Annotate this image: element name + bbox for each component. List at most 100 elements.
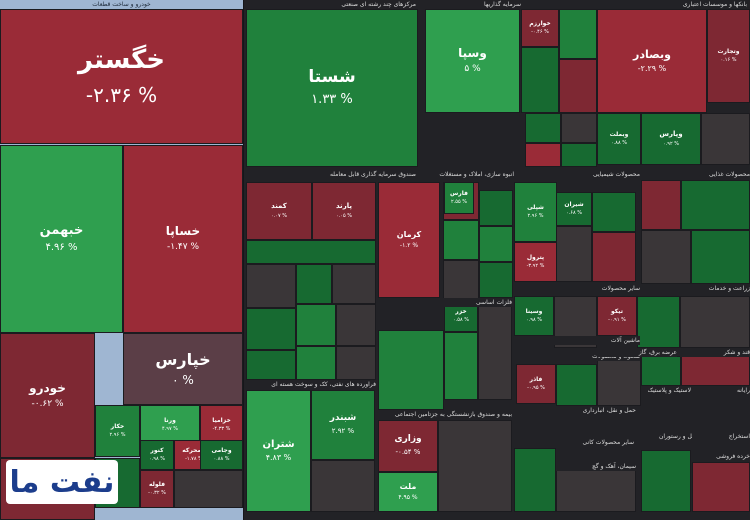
treemap-minor-tile[interactable]	[479, 262, 513, 298]
treemap-tile[interactable]: وسینا ۰.۹۸ %	[514, 296, 554, 336]
treemap-tile[interactable]: وجامی ۰.۸۸ %	[200, 440, 243, 470]
treemap-minor-tile[interactable]	[561, 113, 597, 143]
treemap-minor-tile[interactable]	[246, 308, 296, 350]
sector-label: فلزات اساسی	[378, 298, 512, 307]
treemap-tile[interactable]: پترول -۳.۹۲ %	[514, 242, 557, 282]
treemap-tile[interactable]: خکار ۲.۹۶ %	[95, 405, 140, 457]
treemap-minor-tile[interactable]	[592, 192, 636, 232]
tile-change: ۰.۹۲ %	[663, 140, 679, 147]
treemap-minor-tile[interactable]	[592, 232, 636, 282]
treemap-minor-tile[interactable]	[479, 226, 513, 262]
treemap-minor-tile[interactable]	[174, 470, 243, 508]
treemap-minor-tile[interactable]	[514, 448, 556, 512]
sector-label: هتل و رستوران	[641, 432, 697, 441]
treemap-tile[interactable]: وتجارت ۰.۱۶ %	[707, 9, 750, 103]
tile-change: ۴.۹۷ %	[162, 426, 178, 433]
treemap-tile[interactable]: شپلی ۲.۹۶ %	[514, 182, 557, 242]
treemap-tile[interactable]: پارند ۰.۰۵ %	[312, 182, 376, 240]
treemap-minor-tile[interactable]	[296, 264, 332, 304]
treemap-tile[interactable]: تیکو -۰.۹۱ %	[597, 296, 637, 336]
treemap-minor-tile[interactable]	[681, 180, 750, 230]
treemap-minor-tile[interactable]	[561, 143, 597, 167]
treemap-tile[interactable]: فاذر -۰.۹۵ %	[516, 364, 556, 404]
treemap-minor-tile[interactable]	[556, 470, 636, 512]
treemap-tile[interactable]: شستا ۱.۳۳ %	[246, 9, 418, 167]
treemap-minor-tile[interactable]	[681, 356, 750, 386]
treemap-minor-tile[interactable]	[701, 113, 750, 165]
treemap-tile[interactable]: کمند ۰.۰۷ %	[246, 182, 312, 240]
tile-change: -۰.۳۲ %	[148, 490, 166, 497]
treemap-minor-tile[interactable]	[296, 304, 336, 346]
treemap-minor-tile[interactable]	[525, 113, 561, 143]
treemap-tile[interactable]: خگستر -۲.۳۶ %	[0, 9, 243, 144]
treemap-tile[interactable]: وزاری -۰.۵۴ %	[378, 420, 438, 472]
treemap-tile[interactable]: خپارس ۰ %	[123, 333, 243, 405]
tile-change: -۰.۹۵ %	[527, 385, 545, 392]
treemap-minor-tile[interactable]	[444, 332, 478, 400]
treemap-tile[interactable]: کنور ۰.۹۸ %	[140, 440, 174, 470]
treemap-tile[interactable]: شتران ۴.۸۳ %	[246, 390, 311, 512]
treemap-tile[interactable]: خبهمن ۴.۹۶ %	[0, 145, 123, 333]
tile-change: ۰.۹۸ %	[149, 456, 165, 463]
sector-label: فراورده های نفتی، کک و سوخت هسته ای	[246, 380, 376, 389]
treemap-minor-tile[interactable]	[637, 296, 680, 348]
treemap-minor-tile[interactable]	[336, 346, 376, 380]
treemap-minor-tile[interactable]	[521, 47, 559, 113]
treemap-minor-tile[interactable]	[478, 300, 512, 400]
treemap-minor-tile[interactable]	[378, 330, 444, 410]
treemap-minor-tile[interactable]	[691, 230, 750, 284]
tile-change: ۰.۸۸ %	[213, 456, 230, 463]
treemap-minor-tile[interactable]	[641, 356, 681, 386]
treemap-minor-tile[interactable]	[296, 346, 336, 380]
treemap-tile[interactable]: وپارس ۰.۹۲ %	[641, 113, 701, 165]
tile-change: -۴.۳۳ %	[212, 426, 231, 433]
treemap-minor-tile[interactable]	[556, 364, 597, 406]
treemap-minor-tile[interactable]	[246, 264, 296, 308]
treemap-minor-tile[interactable]	[559, 59, 597, 113]
sector-label: زراعت و خدمات	[641, 284, 750, 293]
tile-symbol: ملت	[399, 482, 417, 491]
sector-label: استخراج	[692, 432, 750, 441]
tile-change: ۰.۱۶ %	[720, 57, 737, 64]
treemap-tile[interactable]: وبصادر -۲.۲۹ %	[597, 9, 707, 113]
treemap-minor-tile[interactable]	[443, 220, 479, 260]
treemap-minor-tile[interactable]	[311, 460, 375, 512]
tile-change: -۱.۷۸ %	[185, 456, 203, 463]
treemap-tile[interactable]: خوارزم -۰.۴۶ %	[521, 9, 559, 47]
tile-change: -۰.۵۴ %	[395, 448, 421, 457]
treemap-tile[interactable]: خزامیا -۴.۳۳ %	[200, 405, 243, 445]
treemap-minor-tile[interactable]	[680, 296, 750, 348]
treemap-minor-tile[interactable]	[641, 180, 681, 230]
treemap-tile[interactable]: وبملت ۰.۸۸ %	[597, 113, 641, 165]
treemap-tile[interactable]: ورنا ۴.۹۷ %	[140, 405, 200, 445]
treemap-minor-tile[interactable]	[597, 356, 641, 406]
treemap-minor-tile[interactable]	[332, 264, 376, 304]
tile-symbol: فارس	[450, 189, 468, 197]
treemap-tile[interactable]: ملت ۴.۹۵ %	[378, 472, 438, 512]
treemap-tile[interactable]: شیران ۰.۶۸ %	[556, 192, 592, 226]
treemap-tile[interactable]: خساپا -۱.۴۷ %	[123, 145, 243, 333]
tile-symbol: خمحرکه	[182, 446, 206, 454]
treemap-tile[interactable]: فلوله -۰.۳۲ %	[140, 470, 174, 508]
treemap-minor-tile[interactable]	[438, 420, 512, 512]
treemap-tile[interactable]: وسپا ۵ %	[425, 9, 520, 113]
treemap-minor-tile[interactable]	[479, 190, 513, 226]
sector-label: بانکها و موسسات اعتباری	[597, 0, 747, 9]
treemap-minor-tile[interactable]	[443, 260, 479, 300]
treemap-tile[interactable]: فارس ۲.۵۵ %	[444, 182, 474, 214]
treemap-tile[interactable]: شبندر ۲.۹۲ %	[311, 390, 375, 460]
treemap-minor-tile[interactable]	[246, 350, 296, 380]
treemap-tile[interactable]: کرمان -۱.۲ %	[378, 182, 440, 298]
treemap-minor-tile[interactable]	[641, 230, 691, 284]
treemap-minor-tile[interactable]	[336, 304, 376, 346]
treemap-minor-tile[interactable]	[692, 462, 750, 512]
treemap-minor-tile[interactable]	[641, 450, 691, 512]
treemap-minor-tile[interactable]	[525, 143, 561, 167]
treemap-minor-tile[interactable]	[556, 226, 592, 282]
tile-change: -۲.۳۶ %	[85, 82, 158, 107]
treemap-minor-tile[interactable]	[246, 240, 376, 264]
treemap-tile[interactable]: خودرو -۰.۶۲ %	[0, 333, 95, 458]
treemap-minor-tile[interactable]	[559, 9, 597, 59]
tile-symbol: تیکو	[611, 307, 623, 315]
tile-symbol: وسینا	[525, 307, 543, 315]
